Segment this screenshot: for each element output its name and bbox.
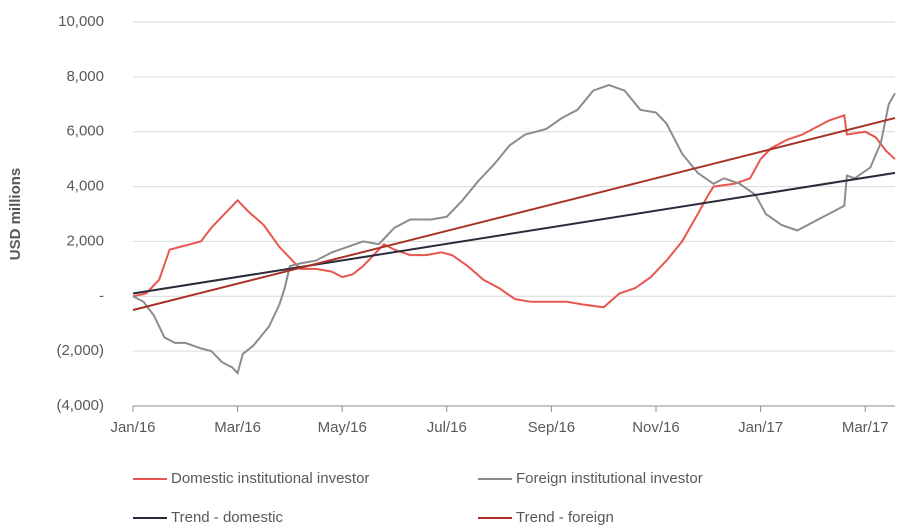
y-tick-label: (4,000) [56, 397, 104, 414]
y-tick-label: 10,000 [58, 13, 104, 30]
series-line [132, 113, 896, 309]
y-tick-label: 2,000 [66, 232, 104, 249]
y-tick-label: 6,000 [66, 123, 104, 140]
legend-label: Domestic institutional investor [171, 470, 369, 487]
y-tick-label: (2,000) [56, 342, 104, 359]
y-tick-label: - [99, 287, 104, 304]
x-tick-label: Sep/16 [528, 419, 576, 436]
legend-label: Trend - foreign [516, 509, 614, 526]
x-tick-label: Jan/17 [738, 419, 783, 436]
x-tick-label: Mar/17 [842, 419, 889, 436]
y-tick-label: 4,000 [66, 178, 104, 195]
x-tick-label: May/16 [318, 419, 367, 436]
y-tick-label: 8,000 [66, 68, 104, 85]
x-tick-label: Nov/16 [632, 419, 680, 436]
x-tick-label: Jul/16 [427, 419, 467, 436]
legend-label: Foreign institutional investor [516, 470, 703, 487]
x-tick-label: Jan/16 [110, 419, 155, 436]
legend-label: Trend - domestic [171, 509, 283, 526]
y-axis-label: USD millions [7, 168, 24, 261]
series-line [132, 171, 896, 295]
series-line [132, 84, 896, 376]
series-line [132, 117, 896, 311]
x-tick-label: Mar/16 [214, 419, 261, 436]
